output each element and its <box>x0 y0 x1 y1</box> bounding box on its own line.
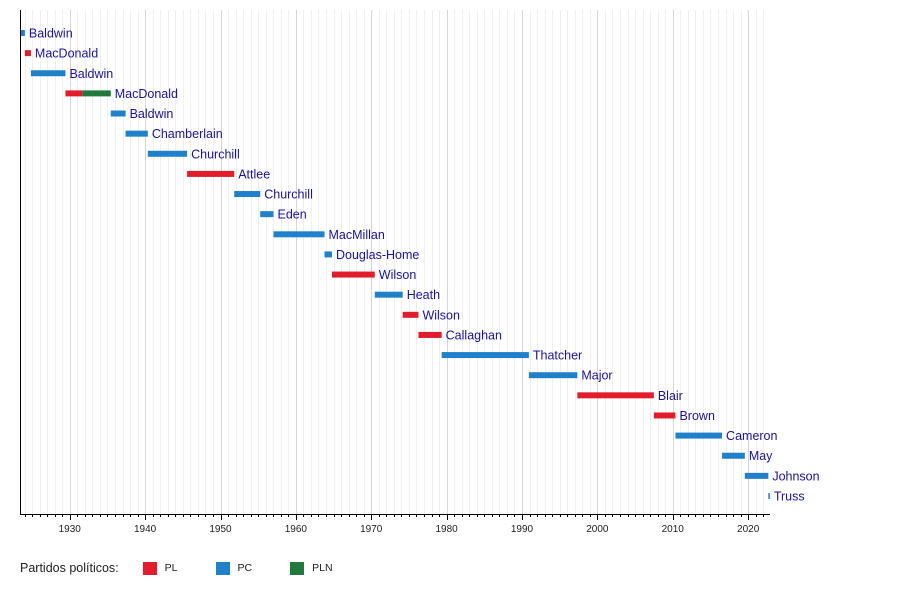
bar-pl <box>418 331 442 338</box>
bar-pc <box>260 211 274 218</box>
legend-swatch-pl <box>142 561 157 575</box>
x-tick-label: 2010 <box>662 524 685 535</box>
x-tick-label: 2020 <box>737 524 760 535</box>
bar-label: Attlee <box>238 167 270 181</box>
bar-label: Wilson <box>422 308 460 322</box>
bar-label: MacMillan <box>329 228 385 242</box>
bar-label: Chamberlain <box>152 127 223 141</box>
bar-pc <box>147 150 188 157</box>
bar-pc <box>234 191 261 198</box>
bar-pl <box>653 412 676 419</box>
bar-pl <box>187 170 235 177</box>
bar-label: Cameron <box>726 429 777 443</box>
legend-label-pc: PC <box>237 562 253 574</box>
bar-label: Heath <box>407 288 440 302</box>
bar-pl <box>24 50 31 57</box>
bars <box>20 30 770 499</box>
legend-swatch-pc <box>215 561 230 575</box>
x-tick-label: 1940 <box>134 524 157 535</box>
bar-label: Churchill <box>191 147 240 161</box>
bar-label: Wilson <box>379 268 417 282</box>
bar-label: Brown <box>679 409 714 423</box>
bar-pc <box>374 291 403 298</box>
legend-label-pl: PL <box>164 562 178 574</box>
x-axis: 1930 1940 1950 1960 1970 1980 1990 2000 2010 2020 <box>20 10 770 535</box>
bar-label: May <box>749 449 773 463</box>
bar-pc <box>125 130 148 137</box>
bar-pl <box>577 392 654 399</box>
bar-label: Eden <box>277 208 306 222</box>
bar-pc <box>273 231 325 238</box>
legend-item-pln: PLN <box>290 561 370 575</box>
bar-pl <box>65 90 83 97</box>
legend-item-pc: PC <box>215 561 291 575</box>
x-tick-label: 1990 <box>511 524 534 535</box>
bar-label: Baldwin <box>69 67 113 81</box>
legend-item-pl: PL <box>142 561 216 575</box>
x-tick-label: 1970 <box>360 524 383 535</box>
bar-label: Major <box>581 369 612 383</box>
bar-label: MacDonald <box>115 87 178 101</box>
bar-pc <box>20 30 25 36</box>
bar-label: Baldwin <box>29 27 73 41</box>
legend-title: Partidos políticos: <box>20 561 119 575</box>
gridlines <box>25 10 764 514</box>
bar-labels: BaldwinMacDonaldBaldwinMacDonaldBaldwinC… <box>29 27 820 504</box>
bar-label: Johnson <box>772 469 819 483</box>
timeline-chart: BaldwinMacDonaldBaldwinMacDonaldBaldwinC… <box>20 10 820 535</box>
bar-pl <box>331 271 375 278</box>
x-tick-label: 1930 <box>59 524 82 535</box>
bar-label: Blair <box>658 389 683 403</box>
bar-pc <box>768 492 770 499</box>
bar-pl <box>402 311 419 318</box>
bar-label: Baldwin <box>130 107 174 121</box>
bar-pc <box>675 432 723 439</box>
bar-pc <box>324 251 332 258</box>
legend: Partidos políticos: PL PC PLN <box>20 559 371 577</box>
bar-pc <box>722 452 745 459</box>
x-tick-label: 2000 <box>586 524 609 535</box>
x-tick-label: 1980 <box>436 524 459 535</box>
bar-pln <box>82 90 111 97</box>
bar-pc <box>441 352 529 359</box>
bar-pc <box>30 70 66 77</box>
bar-pc <box>744 472 769 479</box>
bar-label: Truss <box>774 489 805 503</box>
bar-label: Churchill <box>264 188 313 202</box>
bar-label: Douglas-Home <box>336 248 419 262</box>
bar-pc <box>528 372 578 379</box>
bar-label: Callaghan <box>446 328 502 342</box>
x-tick-label: 1950 <box>209 524 232 535</box>
legend-swatch-pln <box>290 561 305 575</box>
bar-label: MacDonald <box>35 47 98 61</box>
bar-label: Thatcher <box>533 349 582 363</box>
legend-label-pln: PLN <box>312 562 333 574</box>
x-tick-label: 1960 <box>285 524 308 535</box>
bar-pc <box>110 110 126 117</box>
